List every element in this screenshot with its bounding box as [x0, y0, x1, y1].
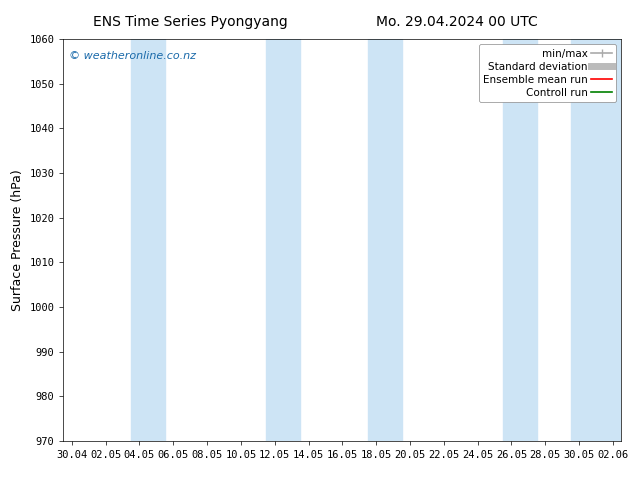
Bar	[503, 39, 537, 441]
Text: ENS Time Series Pyongyang: ENS Time Series Pyongyang	[93, 15, 288, 29]
Bar	[131, 39, 165, 441]
Legend: min/max, Standard deviation, Ensemble mean run, Controll run: min/max, Standard deviation, Ensemble me…	[479, 45, 616, 102]
Text: Mo. 29.04.2024 00 UTC: Mo. 29.04.2024 00 UTC	[375, 15, 538, 29]
Bar	[368, 39, 401, 441]
Bar	[571, 39, 604, 441]
Bar	[604, 39, 634, 441]
Bar	[266, 39, 300, 441]
Text: © weatheronline.co.nz: © weatheronline.co.nz	[69, 51, 196, 61]
Y-axis label: Surface Pressure (hPa): Surface Pressure (hPa)	[11, 169, 24, 311]
